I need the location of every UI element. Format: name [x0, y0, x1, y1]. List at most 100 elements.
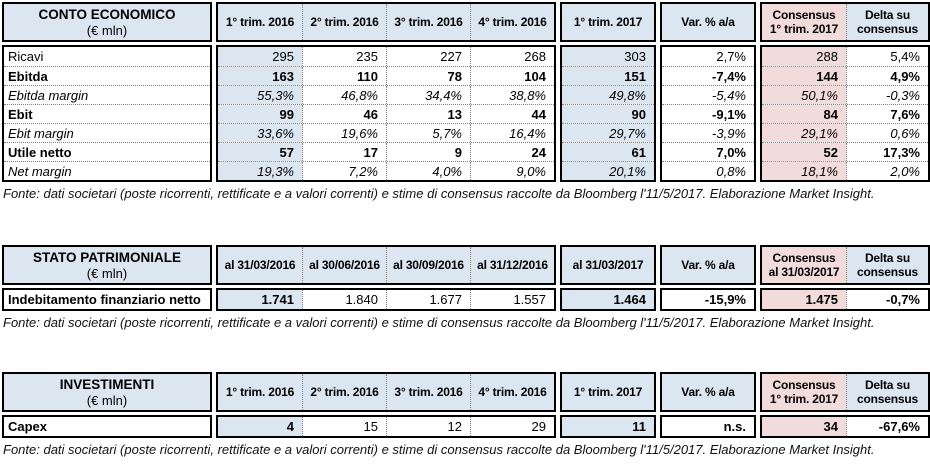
- table-cell: -0,7%: [846, 290, 928, 309]
- table-cell: 4,9%: [846, 67, 928, 85]
- table-row: 0,8%: [662, 161, 754, 180]
- column-header: 3° trim. 2016: [386, 4, 470, 40]
- row-label: Capex: [8, 419, 48, 434]
- table-title: CONTO ECONOMICO: [38, 6, 176, 22]
- table-cell: 24: [470, 143, 554, 161]
- row-label: Ebitda margin: [8, 88, 89, 103]
- table-cell: 19,3%: [218, 162, 302, 180]
- column-block: al 31/03/2017 1.464: [560, 245, 656, 311]
- table-row: 1.475 -0,7%: [762, 290, 928, 309]
- column-header: Consensus al 31/03/2017: [762, 247, 846, 283]
- table-row: 2,7%: [662, 47, 754, 66]
- table-row: 20,1%: [562, 161, 654, 180]
- table-cell: 4: [218, 417, 302, 436]
- table-cell: 303: [562, 47, 654, 66]
- table-cell: n.s.: [723, 419, 746, 434]
- table-row: Ricavi: [4, 47, 210, 66]
- row-label: Ricavi: [8, 49, 44, 64]
- table-cell: 268: [470, 47, 554, 66]
- table-cell: 20,1%: [562, 162, 654, 180]
- column-header-box: Var. % a/a: [660, 2, 756, 42]
- column-header-box: al 31/03/2017: [560, 245, 656, 285]
- table-cell: 1.557: [470, 290, 554, 309]
- column-block: Consensus 1° trim. 2017 Delta su consensu…: [760, 372, 930, 438]
- column-header: Consensus 1° trim. 2017: [762, 4, 846, 40]
- column-body: -15,9%: [660, 288, 756, 311]
- table-cell: 7,2%: [302, 162, 386, 180]
- table-cell: 46,8%: [302, 86, 386, 104]
- table-cell: -0,3%: [846, 86, 928, 104]
- table-cell: 11: [562, 417, 654, 436]
- table-row: -5,4%: [662, 85, 754, 104]
- table-cell: -7,4%: [712, 69, 746, 84]
- column-header: 1° trim. 2017: [573, 15, 643, 29]
- table-row: Ebitda: [4, 66, 210, 85]
- column-header-box: Var. % a/a: [660, 245, 756, 285]
- table-cell: 15: [302, 417, 386, 436]
- column-body: 2,7% -7,4% -5,4% -9,1% -3,9% 7,0% 0,8%: [660, 45, 756, 182]
- table-cell: -9,1%: [712, 107, 746, 122]
- table-cell: 2,0%: [846, 162, 928, 180]
- table-row: Ebit: [4, 104, 210, 123]
- table-cell: 55,3%: [218, 86, 302, 104]
- conto-economico-table: CONTO ECONOMICO (€ mln) Ricavi Ebitda Ebitda…: [2, 2, 930, 182]
- table-row: 61: [562, 142, 654, 161]
- column-header-box: 1° trim. 2016 2° trim. 2016 3° trim. 2016 4…: [216, 372, 556, 412]
- column-header: Consensus 1° trim. 2017: [762, 374, 846, 410]
- source-note: Fonte: dati societari (poste ricorrenti,…: [3, 186, 875, 201]
- table-row: 99 46 13 44: [218, 104, 554, 123]
- table-row: -9,1%: [662, 104, 754, 123]
- column-body: 4 15 12 29: [216, 415, 556, 438]
- table-cell: 12: [386, 417, 470, 436]
- table-cell: 46: [302, 105, 386, 123]
- table-cell: 18,1%: [762, 162, 846, 180]
- column-block: 1° trim. 2016 2° trim. 2016 3° trim. 2016 4…: [216, 372, 556, 438]
- table-row: -7,4%: [662, 66, 754, 85]
- table-row: 1.464: [562, 290, 654, 309]
- table-row: 1.741 1.840 1.677 1.557: [218, 290, 554, 309]
- table-cell: -3,9%: [712, 126, 746, 141]
- column-header-box: 1° trim. 2017: [560, 2, 656, 42]
- column-block: Var. % a/a -15,9%: [660, 245, 756, 311]
- table-cell: 29,7%: [562, 124, 654, 142]
- column-header-box: 1° trim. 2016 2° trim. 2016 3° trim. 2016 4…: [216, 2, 556, 42]
- column-header: Var. % a/a: [681, 258, 735, 272]
- table-row: 288 5,4%: [762, 47, 928, 66]
- column-body: 1.741 1.840 1.677 1.557: [216, 288, 556, 311]
- table-row: 55,3% 46,8% 34,4% 38,8%: [218, 85, 554, 104]
- table-row: 19,3% 7,2% 4,0% 9,0%: [218, 161, 554, 180]
- table-cell: 19,6%: [302, 124, 386, 142]
- column-header: Var. % a/a: [681, 385, 735, 399]
- table-cell: 38,8%: [470, 86, 554, 104]
- table-cell: -67,6%: [846, 417, 928, 436]
- table-row: 52 17,3%: [762, 142, 928, 161]
- table-cell: 1.464: [562, 290, 654, 309]
- table-cell: 1.840: [302, 290, 386, 309]
- source-note: Fonte: dati societari (poste ricorrenti,…: [3, 315, 875, 330]
- table-row: 29,7%: [562, 123, 654, 142]
- table-cell: 17: [302, 143, 386, 161]
- table-cell: -5,4%: [712, 88, 746, 103]
- column-block: Var. % a/a n.s.: [660, 372, 756, 438]
- table-cell: 49,8%: [562, 86, 654, 104]
- table-cell: 5,7%: [386, 124, 470, 142]
- table-cell: 235: [302, 47, 386, 66]
- table-cell: 34,4%: [386, 86, 470, 104]
- table-row: 84 7,6%: [762, 104, 928, 123]
- table-cell: 144: [762, 67, 846, 85]
- table-row: 90: [562, 104, 654, 123]
- row-label: Ebit: [8, 107, 33, 122]
- table-title: INVESTIMENTI: [59, 376, 155, 392]
- table-cell: 9: [386, 143, 470, 161]
- column-body: n.s.: [660, 415, 756, 438]
- table-row: -15,9%: [662, 290, 754, 309]
- row-label-column: Ricavi Ebitda Ebitda margin Ebit Ebit margin…: [2, 45, 212, 182]
- column-header-box: Consensus 1° trim. 2017 Delta su consensu…: [760, 372, 930, 412]
- column-header: al 30/06/2016: [302, 247, 386, 283]
- column-block: Consensus al 31/03/2017 Delta su consensu…: [760, 245, 930, 311]
- investimenti-table: INVESTIMENTI (€ mln) Capex 1° trim. 2016 2° …: [2, 372, 930, 438]
- table-row: 7,0%: [662, 142, 754, 161]
- table-cell: 9,0%: [470, 162, 554, 180]
- label-block: CONTO ECONOMICO (€ mln) Ricavi Ebitda Ebitda…: [2, 2, 212, 182]
- table-cell: 1.677: [386, 290, 470, 309]
